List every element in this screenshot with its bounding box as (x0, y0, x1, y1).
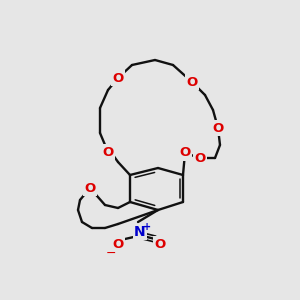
Text: O: O (112, 238, 124, 250)
Text: O: O (179, 146, 191, 160)
Text: O: O (102, 146, 114, 158)
Text: +: + (143, 222, 151, 232)
Text: O: O (112, 71, 124, 85)
Text: O: O (212, 122, 224, 134)
Text: O: O (154, 238, 166, 250)
Text: O: O (186, 76, 198, 88)
Text: O: O (194, 152, 206, 164)
Text: −: − (106, 247, 116, 260)
Text: N: N (134, 225, 146, 239)
Text: O: O (84, 182, 96, 194)
